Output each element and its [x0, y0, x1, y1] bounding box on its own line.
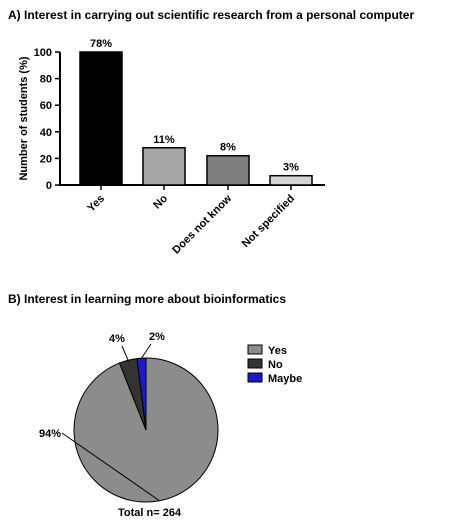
y-axis-label: Number of students (%) [18, 56, 30, 180]
y-tick-label: 20 [40, 153, 52, 165]
panel-b-title: B) Interest in learning more about bioin… [8, 292, 287, 306]
bar-data-label: 78% [90, 38, 112, 50]
y-tick-label: 0 [46, 180, 52, 192]
pie-data-label: 2% [149, 331, 165, 343]
x-tick-label: Does not know [170, 192, 234, 256]
y-tick-label: 60 [40, 100, 52, 112]
pie-leader-line [61, 432, 160, 502]
pie-data-label: 94% [39, 428, 61, 440]
x-tick-label: No [151, 192, 170, 211]
pie-chart: 94% 4% 2% Yes No Maybe [39, 331, 302, 503]
bar [79, 51, 123, 186]
pie-leader-line [121, 345, 129, 361]
legend-swatch [247, 372, 263, 383]
x-tick-label: Yes [85, 193, 107, 215]
legend-swatch [247, 344, 263, 355]
panel-a-title: A) Interest in carrying out scientific r… [8, 8, 415, 22]
pie-data-label: 4% [109, 333, 125, 345]
legend-label: Yes [268, 345, 287, 357]
x-tick-label: Not specified [240, 193, 297, 250]
legend-swatch [247, 358, 263, 369]
bar [269, 174, 313, 186]
bar-data-label: 11% [153, 134, 175, 146]
bar-chart: 0 20 40 60 80 100 Number of students (%) 78% Yes… [18, 38, 325, 256]
legend-label: Maybe [268, 373, 302, 385]
bar-data-label: 8% [220, 142, 236, 154]
bar [206, 154, 250, 186]
bar [142, 147, 186, 186]
y-tick-label: 100 [34, 47, 52, 59]
y-tick-label: 40 [40, 127, 52, 139]
bar-data-label: 3% [283, 162, 299, 174]
y-tick-label: 80 [40, 74, 52, 86]
pie-leader-line [141, 343, 152, 359]
total-label: Total n= 264 [118, 507, 182, 519]
legend-label: No [268, 359, 283, 371]
